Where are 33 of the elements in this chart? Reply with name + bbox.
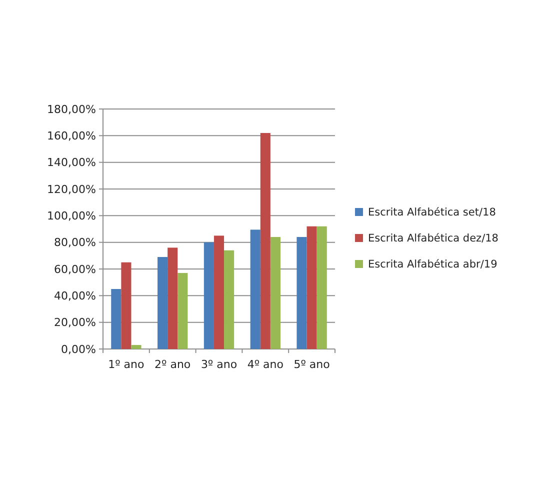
bar [316, 226, 327, 349]
y-tick-label: 120,00% [47, 182, 96, 196]
bar [204, 242, 214, 349]
y-tick-label: 0,00% [61, 342, 96, 356]
bar [168, 248, 178, 349]
x-tick-label: 3º ano [200, 358, 238, 371]
bar [121, 262, 132, 349]
legend-label: Escrita Alfabética set/18 [368, 206, 496, 219]
x-tick-label: 1º ano [108, 358, 145, 371]
bar [178, 273, 188, 349]
bar [158, 257, 168, 349]
x-tick-label: 5º ano [294, 358, 330, 371]
bar [250, 230, 260, 349]
x-tick-label: 2º ano [154, 358, 191, 371]
bar [306, 226, 317, 349]
y-tick-label: 80,00% [54, 236, 96, 250]
x-tick-label: 4º ano [247, 358, 284, 371]
bar [111, 289, 122, 349]
legend-label: Escrita Alfabética abr/19 [368, 258, 498, 271]
y-tick-label: 100,00% [47, 210, 96, 223]
bar [270, 237, 280, 349]
bar [224, 250, 234, 349]
y-tick-label: 20,00% [54, 316, 96, 330]
y-tick-label: 60,00% [54, 262, 96, 276]
bar [214, 236, 224, 349]
y-tick-label: 180,00% [47, 102, 96, 116]
bar [296, 237, 307, 349]
y-tick-label: 160,00% [47, 130, 96, 143]
bar [260, 133, 270, 349]
bar [131, 345, 142, 349]
y-tick-label: 140,00% [47, 156, 96, 170]
y-tick-label: 40,00% [54, 290, 96, 303]
legend-label: Escrita Alfabética dez/18 [368, 232, 498, 245]
